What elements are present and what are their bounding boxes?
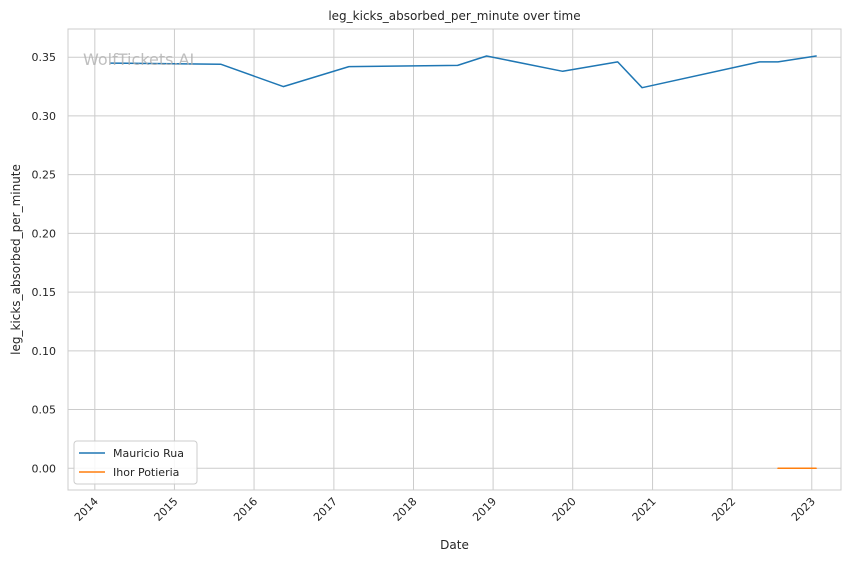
- y-tick-label: 0.00: [32, 462, 57, 475]
- y-tick-labels: 0.00 0.05 0.10 0.15 0.20 0.25 0.30 0.35: [32, 51, 57, 475]
- plot-area: [68, 29, 841, 490]
- plot-frame: [67, 28, 842, 491]
- legend: Mauricio Rua Ihor Potieria: [73, 440, 198, 485]
- x-tick-label: 2014: [72, 495, 101, 524]
- legend-box: [73, 440, 198, 485]
- x-tick-label: 2019: [470, 495, 499, 524]
- y-tick-label: 0.35: [32, 51, 57, 64]
- x-tick-label: 2016: [231, 495, 260, 524]
- series-line-0: [110, 55, 817, 89]
- chart-title: leg_kicks_absorbed_per_minute over time: [328, 9, 580, 23]
- x-tick-label: 2020: [550, 495, 579, 524]
- series-lines: [110, 55, 817, 470]
- x-gridlines: [94, 29, 813, 490]
- y-tick-label: 0.15: [32, 286, 57, 299]
- x-tick-label: 2021: [630, 495, 659, 524]
- y-tick-label: 0.20: [32, 227, 57, 240]
- y-tick-label: 0.30: [32, 110, 57, 123]
- x-tick-label: 2022: [709, 495, 738, 524]
- y-tick-label: 0.25: [32, 169, 57, 182]
- watermark: WolfTickets.AI: [83, 50, 194, 69]
- y-axis-label: leg_kicks_absorbed_per_minute: [9, 164, 23, 355]
- x-axis-label: Date: [440, 538, 469, 552]
- x-tick-label: 2018: [391, 495, 420, 524]
- y-tick-label: 0.10: [32, 345, 57, 358]
- legend-label-0: Mauricio Rua: [113, 447, 184, 460]
- x-tick-labels: 2014 2015 2016 2017 2018 2019 2020 2021 2022 2023: [72, 495, 818, 524]
- x-tick-label: 2015: [152, 495, 181, 524]
- x-tick-label: 2023: [789, 495, 818, 524]
- x-tick-label: 2017: [311, 495, 340, 524]
- y-tick-label: 0.05: [32, 404, 57, 417]
- legend-label-1: Ihor Potieria: [113, 466, 179, 479]
